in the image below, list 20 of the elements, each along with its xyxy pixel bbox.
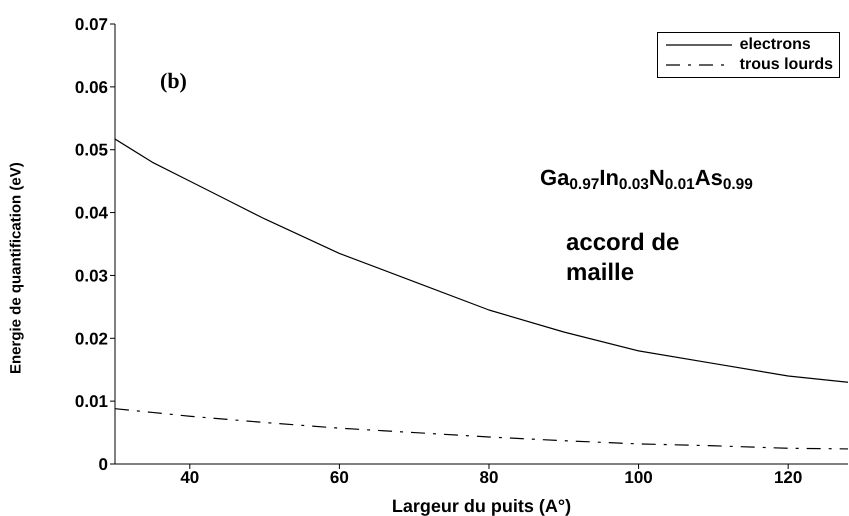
y-tick-label: 0.06 bbox=[74, 78, 108, 97]
y-tick-label: 0.04 bbox=[74, 204, 109, 223]
x-tick-label: 40 bbox=[180, 468, 200, 488]
y-axis-title: Energie de quantification (eV) bbox=[7, 162, 24, 374]
annotation: (b) bbox=[160, 68, 187, 93]
x-tick-label: 80 bbox=[480, 468, 498, 488]
x-tick-label: 60 bbox=[330, 468, 349, 488]
legend-label: trous lourds bbox=[740, 56, 833, 74]
legend-label: electrons bbox=[740, 36, 811, 54]
annotation: accord de maille bbox=[566, 229, 680, 286]
y-tick-label: 0.05 bbox=[74, 140, 108, 160]
x-tick-label: 100 bbox=[624, 468, 653, 488]
y-tick-label: 0.01 bbox=[74, 392, 108, 412]
y-tick-label: 0.03 bbox=[74, 266, 108, 286]
x-axis-title: Largeur du puits (A°) bbox=[392, 496, 572, 516]
y-tick-label: 0.07 bbox=[74, 15, 108, 34]
annotation: Ga$_{0.97}$In$_{0.03}$N$_{0.01}$As$_{0.99}$ bbox=[540, 165, 753, 193]
y-tick-label: 0.02 bbox=[74, 329, 108, 348]
x-tick-label: 120 bbox=[774, 468, 802, 488]
y-tick-label: 0 bbox=[98, 455, 108, 474]
